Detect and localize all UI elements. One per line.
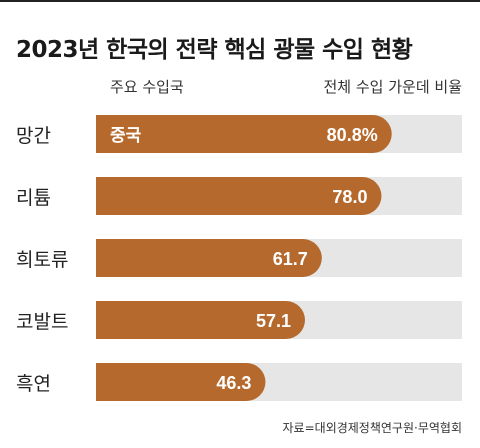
data-bar <box>96 115 392 153</box>
source-note: 자료=대외경제정책연구원·무역협회 <box>282 421 462 435</box>
data-bar <box>96 301 305 339</box>
category-label: 리튬 <box>16 187 51 209</box>
value-label: 61.7 <box>273 249 308 269</box>
category-label: 흑연 <box>16 373 51 395</box>
column-header-share: 전체 수입 가운데 비율 <box>323 78 462 96</box>
value-label: 57.1 <box>256 311 291 331</box>
data-bar <box>96 177 382 215</box>
top-rule <box>0 0 480 2</box>
value-label: 46.3 <box>216 373 251 393</box>
category-label: 희토류 <box>16 249 68 271</box>
data-bar <box>96 363 266 401</box>
data-bar <box>96 239 322 277</box>
value-label: 80.8% <box>327 125 378 145</box>
importer-annotation: 중국 <box>110 126 142 146</box>
category-label: 코발트 <box>16 311 68 333</box>
value-label: 78.0 <box>332 187 367 207</box>
chart-title: 2023년 한국의 전략 핵심 광물 수입 현황 <box>16 37 413 63</box>
category-label: 망간 <box>16 125 51 147</box>
column-header-importer: 주요 수입국 <box>110 78 184 96</box>
